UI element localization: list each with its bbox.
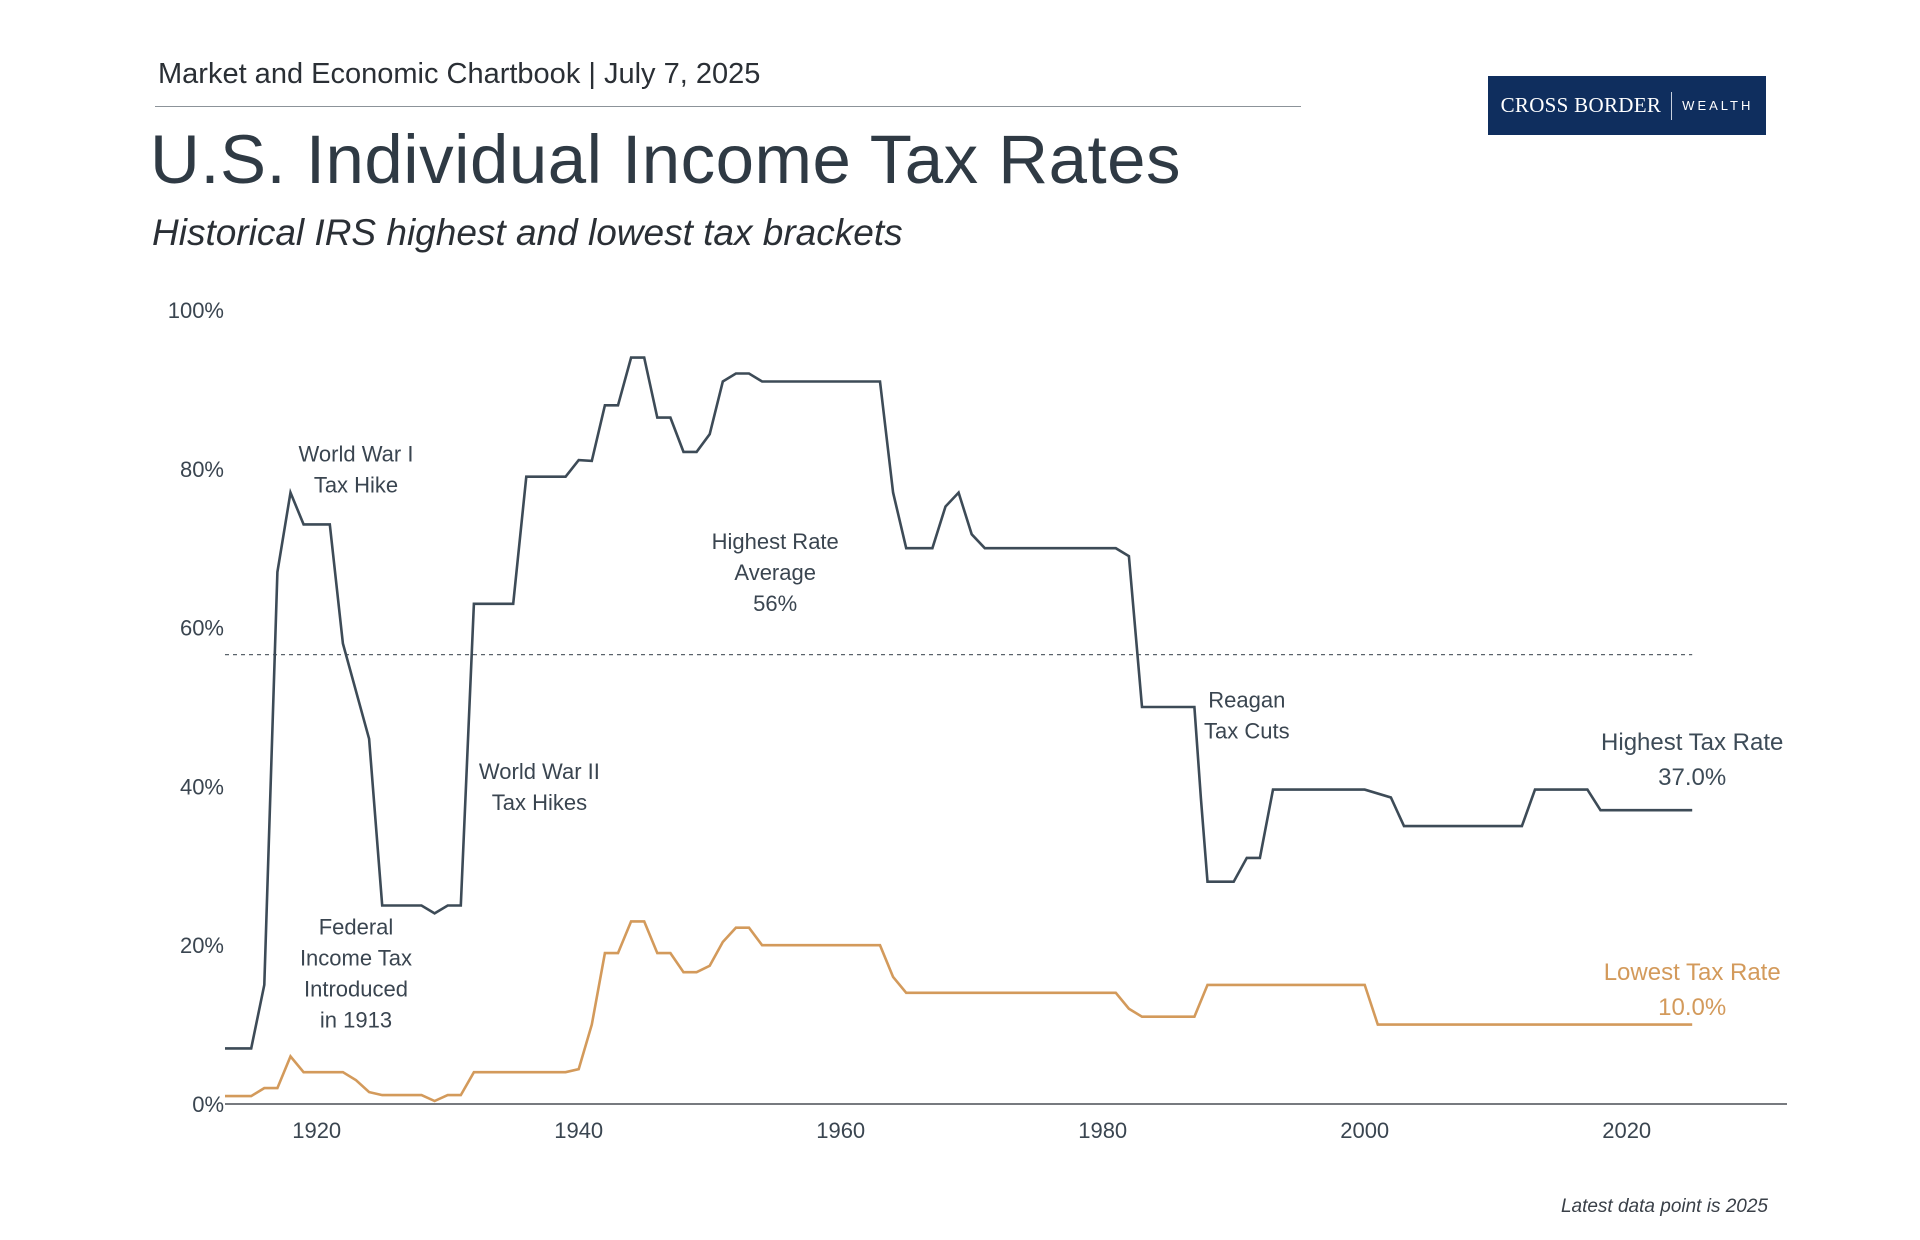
annotation-average: Highest Rate xyxy=(712,529,839,554)
annotation-federal: Introduced xyxy=(304,976,408,1001)
y-tick-label: 20% xyxy=(180,933,224,958)
logo-wordmark: CROSS BORDER xyxy=(1500,93,1662,117)
annotation-federal: Federal xyxy=(319,914,394,939)
y-tick-label: 100% xyxy=(168,298,224,323)
annotation-average: Average xyxy=(734,560,816,585)
highest-rate-value-label: 37.0% xyxy=(1658,764,1726,791)
x-tick-label: 2000 xyxy=(1340,1118,1389,1143)
annotation-ww1: Tax Hike xyxy=(314,472,398,497)
annotation-reagan: Tax Cuts xyxy=(1204,718,1290,743)
header-divider xyxy=(155,106,1301,107)
logo-subtitle: WEALTH xyxy=(1682,98,1754,113)
y-tick-label: 40% xyxy=(180,774,224,799)
cross-border-wealth-logo: CROSS BORDER WEALTH xyxy=(1488,76,1766,135)
y-tick-label: 80% xyxy=(180,457,224,482)
chartbook-header: Market and Economic Chartbook | July 7, … xyxy=(158,58,761,90)
annotation-federal: in 1913 xyxy=(320,1007,392,1032)
lowest-rate-value-label: 10.0% xyxy=(1658,994,1726,1021)
page-subtitle: Historical IRS highest and lowest tax br… xyxy=(152,212,903,253)
footnote: Latest data point is 2025 xyxy=(1560,1196,1768,1217)
y-tick-label: 60% xyxy=(180,616,224,641)
x-tick-label: 1980 xyxy=(1078,1118,1127,1143)
annotation-ww2: Tax Hikes xyxy=(492,790,587,815)
x-tick-label: 1920 xyxy=(292,1118,341,1143)
annotation-federal: Income Tax xyxy=(300,945,412,970)
x-tick-label: 1960 xyxy=(816,1118,865,1143)
x-tick-label: 1940 xyxy=(554,1118,603,1143)
y-tick-label: 0% xyxy=(192,1092,224,1117)
highest-rate-legend-label: Highest Tax Rate xyxy=(1601,729,1783,756)
lowest-rate-series-line xyxy=(225,920,1693,1103)
logo-separator xyxy=(1671,91,1673,120)
x-tick-label: 2020 xyxy=(1602,1118,1651,1143)
annotation-average: 56% xyxy=(753,591,797,616)
highest-rate-series-line xyxy=(225,356,1693,1050)
lowest-rate-legend-label: Lowest Tax Rate xyxy=(1604,959,1781,986)
page-title: U.S. Individual Income Tax Rates xyxy=(150,121,1182,198)
annotation-ww1: World War I xyxy=(299,441,414,466)
annotation-ww2: World War II xyxy=(479,759,600,784)
annotation-reagan: Reagan xyxy=(1208,687,1285,712)
